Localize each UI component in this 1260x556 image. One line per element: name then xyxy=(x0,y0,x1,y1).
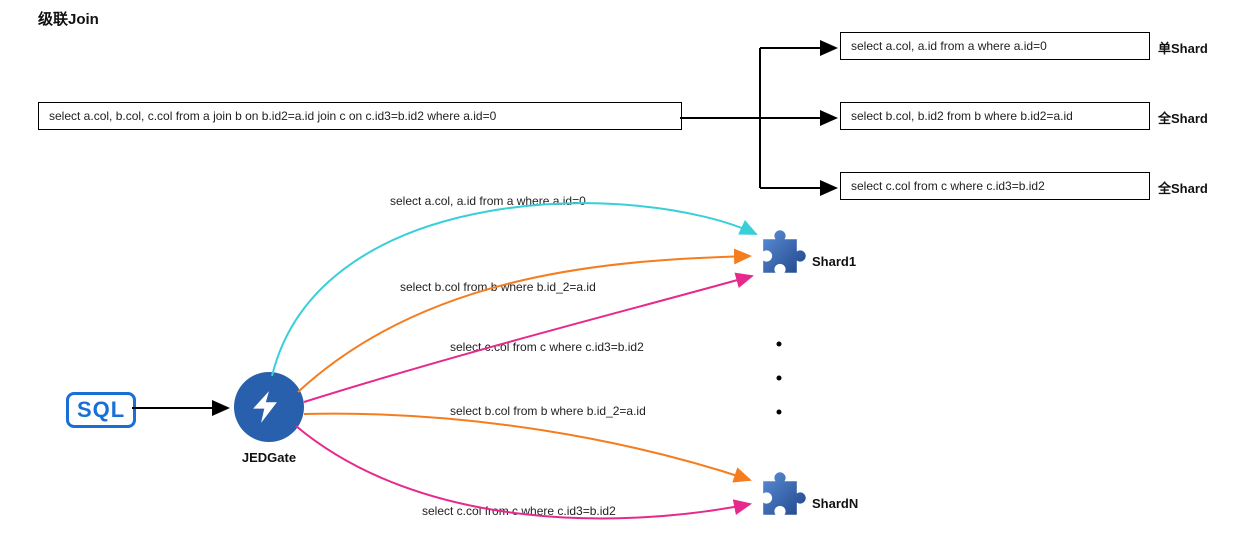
shardn-icon xyxy=(752,470,808,526)
output-sql-2: select c.col from c where c.id3=b.id2 xyxy=(840,172,1150,200)
shard1-icon xyxy=(752,228,808,284)
output-tag-0: 单Shard xyxy=(1158,38,1208,57)
output-tag-1: 全Shard xyxy=(1158,108,1208,127)
flow-label-c1: select c.col from c where c.id3=b.id2 xyxy=(450,340,644,354)
output-tag-2: 全Shard xyxy=(1158,178,1208,197)
shard1-label: Shard1 xyxy=(812,254,856,269)
shardn-label: ShardN xyxy=(812,496,858,511)
page-title: 级联Join xyxy=(38,8,99,29)
flow-label-c2: select c.col from c where c.id3=b.id2 xyxy=(422,504,616,518)
output-sql-1: select b.col, b.id2 from b where b.id2=a… xyxy=(840,102,1150,130)
flow-label-b2: select b.col from b where b.id_2=a.id xyxy=(450,404,646,418)
output-sql-0: select a.col, a.id from a where a.id=0 xyxy=(840,32,1150,60)
main-sql-box: select a.col, b.col, c.col from a join b… xyxy=(38,102,682,130)
jedgate-node xyxy=(234,372,304,442)
jedgate-icon xyxy=(250,388,288,426)
sql-badge: SQL xyxy=(66,392,136,428)
flow-label-a: select a.col, a.id from a where a.id=0 xyxy=(390,194,586,208)
flow-label-b1: select b.col from b where b.id_2=a.id xyxy=(400,280,596,294)
jedgate-label: JEDGate xyxy=(236,450,302,465)
edges-layer xyxy=(0,0,1260,556)
